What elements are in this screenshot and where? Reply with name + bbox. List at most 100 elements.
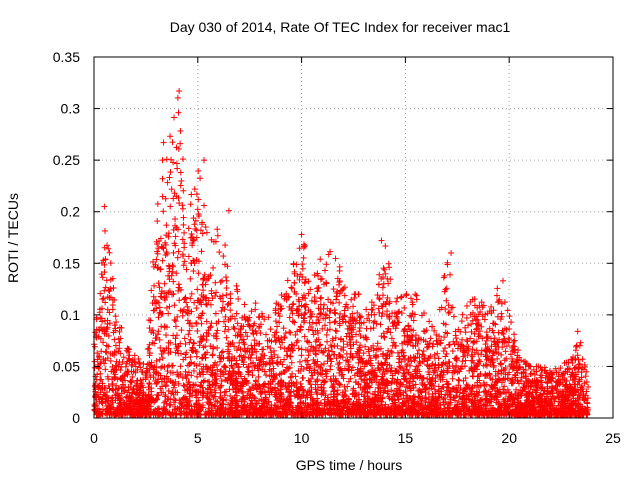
data-point: [251, 395, 258, 402]
data-point: [182, 341, 189, 348]
data-point: [296, 276, 303, 283]
data-point: [125, 387, 132, 394]
data-point: [347, 375, 354, 382]
data-point: [212, 292, 219, 299]
data-point: [467, 335, 474, 342]
data-point: [295, 367, 302, 374]
data-point: [170, 369, 177, 376]
data-point: [503, 326, 510, 333]
data-point: [101, 227, 108, 234]
data-point: [283, 352, 290, 359]
data-point: [172, 233, 179, 240]
data-point: [99, 274, 106, 281]
data-point: [158, 364, 165, 371]
data-point: [112, 313, 119, 320]
data-point: [495, 298, 502, 305]
data-point: [323, 331, 330, 338]
data-point: [181, 229, 188, 236]
data-point: [233, 282, 240, 289]
data-point: [282, 367, 289, 374]
data-point: [440, 320, 447, 327]
data-point: [528, 370, 535, 377]
data-point: [175, 287, 182, 294]
data-point: [193, 305, 200, 312]
data-point: [227, 295, 234, 302]
data-point: [95, 353, 102, 360]
data-point: [321, 301, 328, 308]
data-point: [356, 328, 363, 335]
data-point: [119, 359, 126, 366]
data-point: [502, 348, 509, 355]
data-point: [501, 299, 508, 306]
data-point: [464, 338, 471, 345]
data-point: [324, 338, 331, 345]
data-point: [341, 307, 348, 314]
data-point: [102, 392, 109, 399]
data-point: [255, 373, 262, 380]
data-point: [431, 355, 438, 362]
data-point: [498, 300, 505, 307]
data-point: [159, 244, 166, 251]
data-point: [216, 358, 223, 365]
data-point: [496, 336, 503, 343]
data-point: [146, 381, 153, 388]
data-point: [109, 302, 116, 309]
data-point: [174, 94, 181, 101]
data-point: [289, 310, 296, 317]
data-point: [267, 326, 274, 333]
data-point: [389, 375, 396, 382]
data-point: [187, 336, 194, 343]
data-point: [416, 354, 423, 361]
data-point: [178, 327, 185, 334]
data-point: [345, 378, 352, 385]
data-point: [161, 280, 168, 287]
data-point: [198, 320, 205, 327]
data-point: [493, 292, 500, 299]
data-point: [105, 343, 112, 350]
data-point: [358, 391, 365, 398]
data-point: [150, 293, 157, 300]
data-point: [324, 327, 331, 334]
data-point: [223, 285, 230, 292]
data-point: [379, 284, 386, 291]
data-point: [382, 270, 389, 277]
data-point: [442, 345, 449, 352]
data-point: [308, 384, 315, 391]
data-point: [177, 182, 184, 189]
data-point: [316, 342, 323, 349]
data-point: [449, 375, 456, 382]
data-point: [506, 369, 513, 376]
data-point: [229, 365, 236, 372]
data-point: [462, 329, 469, 336]
data-point: [309, 372, 316, 379]
data-point: [511, 331, 518, 338]
data-point: [100, 295, 107, 302]
data-point: [97, 370, 104, 377]
data-point: [103, 349, 110, 356]
data-point: [208, 320, 215, 327]
data-point: [465, 322, 472, 329]
data-point: [494, 313, 501, 320]
data-point: [252, 300, 259, 307]
data-point: [506, 313, 513, 320]
data-point: [101, 360, 108, 367]
data-point: [506, 325, 513, 332]
data-point: [116, 339, 123, 346]
data-point: [502, 371, 509, 378]
data-point: [498, 310, 505, 317]
data-point: [420, 328, 427, 335]
data-point: [361, 363, 368, 370]
data-point: [222, 274, 229, 281]
data-point: [436, 333, 443, 340]
data-point: [222, 242, 229, 249]
data-point: [249, 372, 256, 379]
data-point: [133, 380, 140, 387]
data-point: [336, 263, 343, 270]
data-point: [379, 292, 386, 299]
data-point: [284, 277, 291, 284]
data-point: [298, 352, 305, 359]
data-point: [198, 248, 205, 255]
data-point: [455, 376, 462, 383]
data-point: [197, 175, 204, 182]
data-point: [375, 281, 382, 288]
